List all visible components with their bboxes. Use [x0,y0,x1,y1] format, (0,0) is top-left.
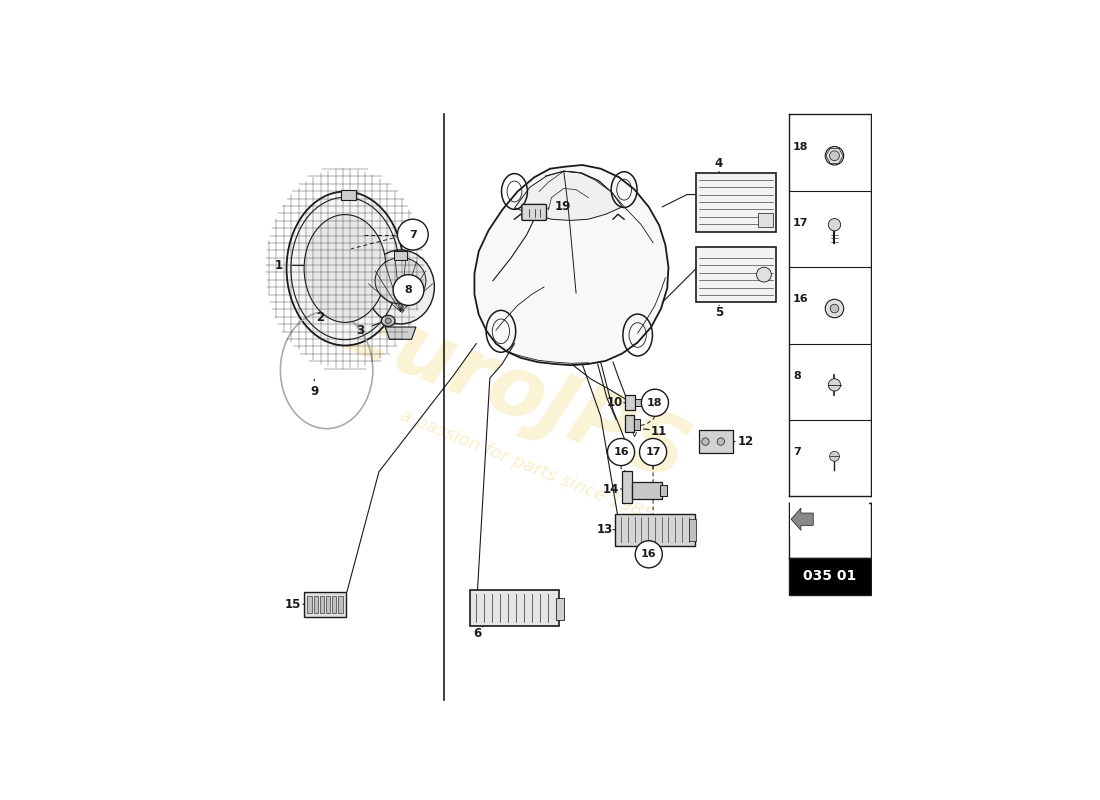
Circle shape [830,304,839,313]
FancyBboxPatch shape [320,595,324,613]
FancyBboxPatch shape [623,470,632,502]
FancyBboxPatch shape [700,430,733,454]
Text: EuroJPS: EuroJPS [329,286,700,498]
Polygon shape [385,327,416,339]
Circle shape [393,274,424,306]
FancyBboxPatch shape [470,590,560,626]
Text: 2: 2 [317,311,324,324]
FancyBboxPatch shape [615,514,695,546]
Text: 6: 6 [473,626,482,640]
Text: 12: 12 [737,435,754,448]
Text: a passion for parts since 1985: a passion for parts since 1985 [397,406,657,525]
Polygon shape [474,165,669,365]
FancyBboxPatch shape [304,592,345,617]
FancyBboxPatch shape [326,595,330,613]
Text: 7: 7 [793,447,801,457]
FancyBboxPatch shape [341,190,355,200]
Text: 3: 3 [356,323,364,337]
Ellipse shape [382,315,395,326]
Ellipse shape [385,318,392,323]
Circle shape [397,219,428,250]
Text: 11: 11 [651,426,668,438]
Circle shape [825,146,844,165]
Text: 9: 9 [310,385,318,398]
FancyBboxPatch shape [557,598,563,619]
FancyBboxPatch shape [696,247,777,302]
Text: 5: 5 [715,306,723,319]
Text: 10: 10 [607,396,623,410]
FancyBboxPatch shape [339,595,342,613]
FancyBboxPatch shape [696,173,777,231]
Text: 17: 17 [646,447,661,457]
FancyBboxPatch shape [758,213,773,226]
Text: 13: 13 [597,523,613,536]
FancyBboxPatch shape [521,205,547,221]
Circle shape [639,438,667,466]
Text: 18: 18 [793,142,808,151]
Circle shape [717,438,725,446]
Text: 8: 8 [793,370,801,381]
Circle shape [607,438,635,466]
FancyBboxPatch shape [634,418,640,430]
Text: 7: 7 [409,230,417,240]
Circle shape [829,151,839,161]
Text: 035 01: 035 01 [803,570,856,583]
FancyBboxPatch shape [394,250,407,260]
Text: 15: 15 [285,598,301,610]
Circle shape [641,390,669,416]
Ellipse shape [366,250,434,324]
Circle shape [702,438,710,446]
FancyBboxPatch shape [789,558,870,595]
FancyBboxPatch shape [314,595,318,613]
Polygon shape [515,171,623,221]
Text: 1: 1 [275,259,283,272]
FancyBboxPatch shape [332,595,337,613]
Text: 18: 18 [647,398,662,408]
Circle shape [828,218,840,231]
FancyBboxPatch shape [790,502,869,537]
FancyBboxPatch shape [635,399,641,406]
Text: 4: 4 [715,158,723,170]
FancyBboxPatch shape [689,518,696,541]
Text: 17: 17 [793,218,808,228]
Text: 14: 14 [603,482,619,495]
Text: 8: 8 [405,285,412,295]
Text: 19: 19 [554,200,571,214]
Ellipse shape [304,214,386,322]
Polygon shape [791,508,813,530]
Ellipse shape [375,258,426,304]
Text: 16: 16 [613,447,629,457]
Circle shape [825,299,844,318]
Circle shape [829,451,839,462]
Text: 16: 16 [641,550,657,559]
Text: 16: 16 [793,294,808,304]
Circle shape [828,378,840,391]
FancyBboxPatch shape [625,395,635,410]
Circle shape [635,541,662,568]
FancyBboxPatch shape [632,482,662,499]
FancyBboxPatch shape [625,415,634,432]
Ellipse shape [286,191,404,346]
FancyBboxPatch shape [308,595,311,613]
Circle shape [757,267,771,282]
FancyBboxPatch shape [660,486,667,496]
